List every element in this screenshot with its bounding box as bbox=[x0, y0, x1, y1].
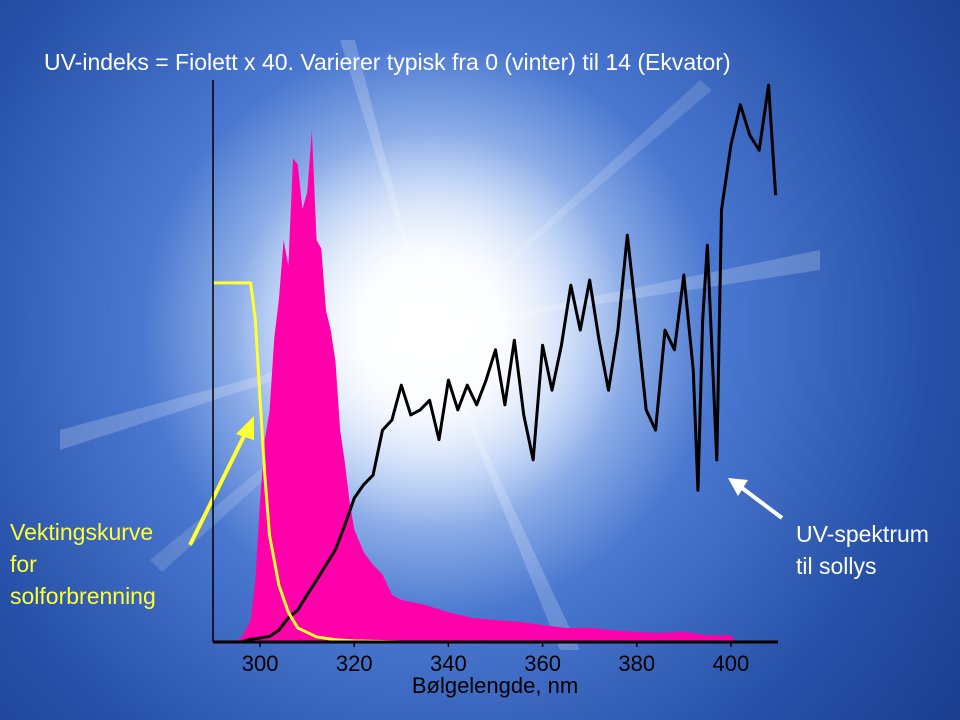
annotation: Vektingskurve bbox=[10, 519, 153, 545]
x-tick-label: 400 bbox=[713, 651, 750, 676]
annotation-arrowhead bbox=[236, 416, 254, 440]
annotation-arrow bbox=[188, 431, 248, 546]
x-tick-label: 320 bbox=[336, 651, 373, 676]
x-tick-label: 380 bbox=[618, 651, 655, 676]
annotation-arrowhead bbox=[728, 478, 748, 496]
x-tick-label: 300 bbox=[242, 651, 279, 676]
x-tick-label: 360 bbox=[524, 651, 561, 676]
annotation: UV-spektrum bbox=[796, 521, 929, 547]
x-axis-label: Bølgelengde, nm bbox=[412, 673, 578, 698]
line bbox=[240, 83, 778, 644]
annotation: til sollys bbox=[796, 553, 877, 579]
annotation: for bbox=[10, 551, 37, 577]
annotation: solforbrenning bbox=[10, 583, 156, 609]
line bbox=[213, 281, 402, 644]
x-tick-label: 340 bbox=[430, 651, 467, 676]
chart-title: UV-indeks = Fiolett x 40. Varierer typis… bbox=[44, 49, 731, 75]
annotation-arrow bbox=[740, 486, 784, 520]
